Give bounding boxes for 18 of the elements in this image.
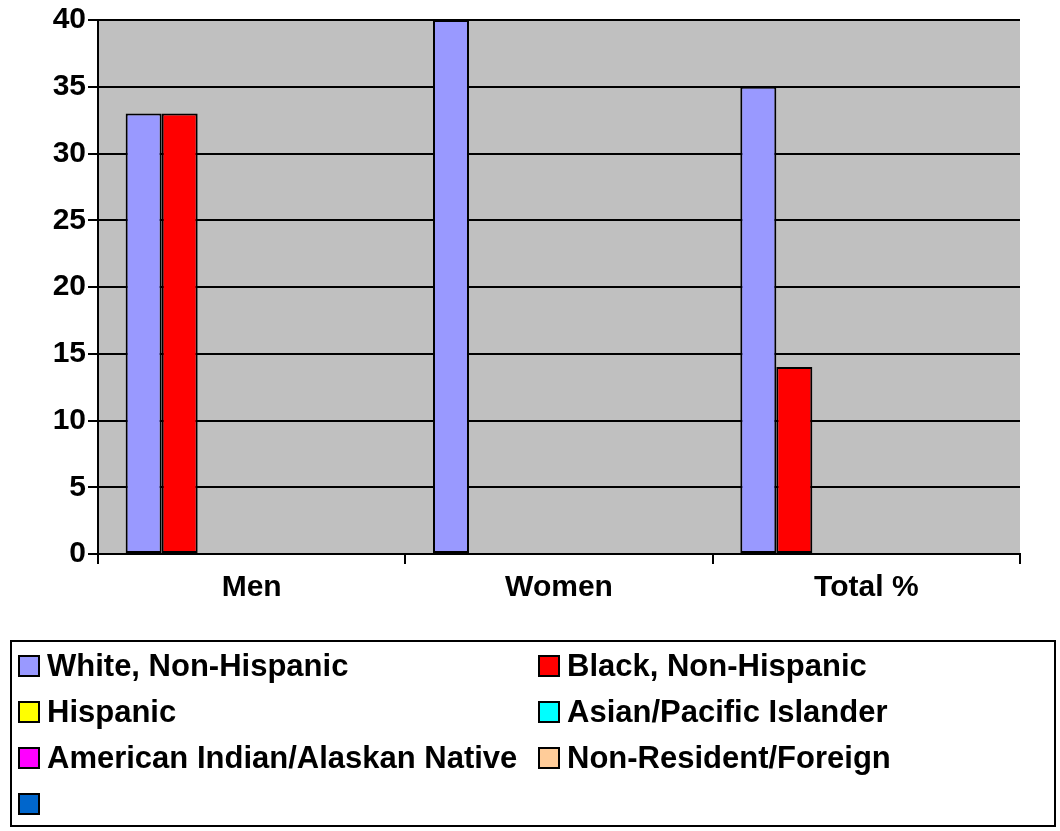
y-tick-label: 0: [69, 535, 86, 569]
y-tick-label: 40: [52, 1, 86, 35]
y-tick-label: 30: [52, 134, 86, 168]
legend-label: Hispanic: [47, 694, 177, 730]
y-tick-label: 25: [52, 201, 86, 235]
y-tick-label: 10: [52, 401, 86, 435]
legend-label: American Indian/Alaskan Native: [47, 740, 518, 776]
x-tick-label: Women: [505, 569, 613, 603]
y-tick-label: 35: [52, 68, 86, 102]
legend-label: Non-Resident/Foreign: [567, 740, 891, 776]
y-tick-label: 15: [52, 335, 86, 369]
legend-label: Asian/Pacific Islander: [567, 694, 888, 730]
x-tick-label: Total %: [814, 569, 919, 603]
x-tick-label: Men: [221, 569, 282, 603]
legend-label: White, Non-Hispanic: [47, 648, 349, 684]
y-tick-label: 5: [69, 468, 86, 502]
legend-label: Black, Non-Hispanic: [567, 648, 867, 684]
y-tick-label: 20: [52, 268, 86, 302]
